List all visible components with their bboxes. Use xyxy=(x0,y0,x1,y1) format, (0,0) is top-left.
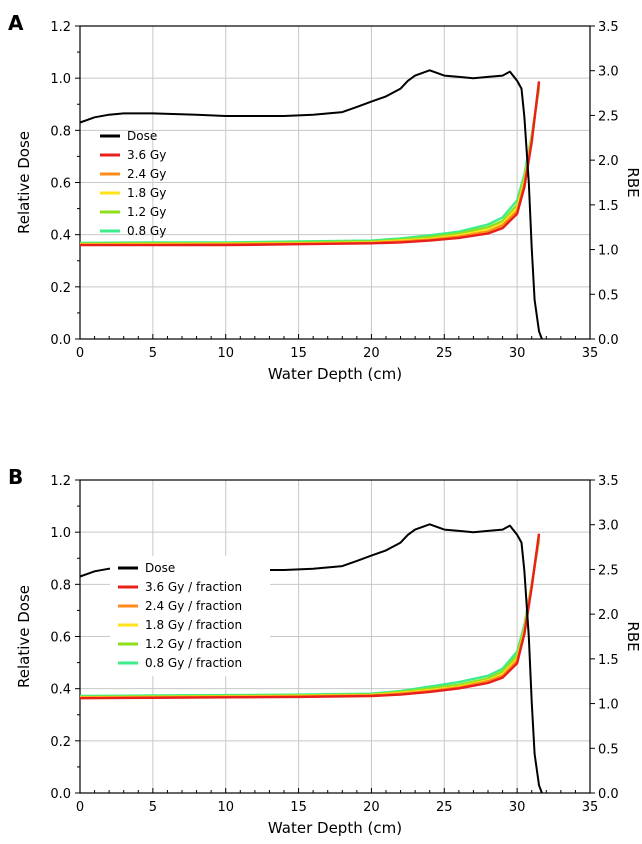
y2-axis-title: RBE xyxy=(624,621,642,651)
y-tick-label: 0.2 xyxy=(50,735,71,750)
y2-tick-label: 3.5 xyxy=(598,474,619,489)
legend-entry: 2.4 Gy / fraction xyxy=(145,599,242,613)
y2-tick-label: 3.0 xyxy=(598,519,619,534)
series-line-1-2-gy xyxy=(79,86,541,245)
series-line-dose xyxy=(79,69,543,340)
y2-tick-label: 1.0 xyxy=(598,244,619,259)
series-line-1-8-gy xyxy=(80,84,541,246)
legend-entry: 0.8 Gy xyxy=(127,224,166,238)
x-tick-label: 0 xyxy=(76,346,84,361)
y2-tick-label: 1.5 xyxy=(598,653,619,668)
y2-tick-label: 0.0 xyxy=(598,787,619,802)
y2-tick-label: 2.5 xyxy=(598,109,619,124)
y2-tick-label: 1.5 xyxy=(598,199,619,214)
y-tick-label: 0.8 xyxy=(50,578,71,593)
y-tick-label: 0.6 xyxy=(50,631,71,646)
series-line-0-8-gy xyxy=(79,88,541,245)
y-tick-label: 1.2 xyxy=(50,474,71,489)
x-axis-title: Water Depth (cm) xyxy=(268,365,402,383)
x-tick-label: 15 xyxy=(290,346,307,361)
y-tick-label: 0.4 xyxy=(50,683,71,698)
legend-entry: 1.8 Gy xyxy=(127,186,166,200)
x-axis-title: Water Depth (cm) xyxy=(268,819,402,837)
y2-tick-label: 2.0 xyxy=(598,608,619,623)
series-line-2-4-gy xyxy=(80,83,541,246)
x-tick-label: 25 xyxy=(436,346,453,361)
x-tick-label: 0 xyxy=(76,800,84,815)
y-tick-label: 0.8 xyxy=(50,124,71,139)
y2-tick-label: 2.0 xyxy=(598,154,619,169)
y-tick-label: 1.0 xyxy=(50,72,71,87)
series-line-3-6-gy-fraction xyxy=(79,533,541,700)
legend-entry: 0.8 Gy / fraction xyxy=(145,656,242,670)
y-axis-title: Relative Dose xyxy=(15,131,33,234)
x-tick-label: 5 xyxy=(149,800,157,815)
y2-tick-label: 2.5 xyxy=(598,563,619,578)
y-tick-label: 1.2 xyxy=(50,20,71,35)
y-tick-label: 0.0 xyxy=(50,333,71,348)
y2-axis-title: RBE xyxy=(624,167,642,197)
legend-background xyxy=(110,556,270,676)
x-tick-label: 20 xyxy=(363,800,380,815)
y2-tick-label: 1.0 xyxy=(598,698,619,713)
y-tick-label: 0.0 xyxy=(50,787,71,802)
series-line-3-6-gy xyxy=(80,81,541,247)
legend-entry: Dose xyxy=(145,561,175,575)
y-tick-label: 1.0 xyxy=(50,526,71,541)
x-tick-label: 35 xyxy=(582,346,599,361)
y2-tick-label: 3.5 xyxy=(598,20,619,35)
legend: Dose 3.6 Gy 2.4 Gy 1.8 Gy 1.2 Gy 0.8 Gy xyxy=(100,129,166,238)
legend-entry: 1.2 Gy / fraction xyxy=(145,637,242,651)
panel-b: B0 5 10 15 20 25 30 350.00.20.40.60.81.01.20.00… xyxy=(8,465,642,837)
legend: Dose 3.6 Gy / fraction 2.4 Gy / fraction 1.… xyxy=(110,556,270,676)
legend-entry: Dose xyxy=(127,129,157,143)
x-tick-label: 10 xyxy=(217,346,234,361)
legend-entry: 1.2 Gy xyxy=(127,205,166,219)
legend-entry: 2.4 Gy xyxy=(127,167,166,181)
x-tick-label: 35 xyxy=(582,800,599,815)
x-tick-label: 30 xyxy=(509,346,526,361)
panel-a: A0 5 10 15 20 25 30 350.00.20.40.60.81.01.20.00… xyxy=(8,11,642,383)
panel-letter: B xyxy=(8,465,23,489)
legend-entry: 1.8 Gy / fraction xyxy=(145,618,242,632)
y-axis-title: Relative Dose xyxy=(15,585,33,688)
y2-tick-label: 0.0 xyxy=(598,333,619,348)
x-tick-label: 15 xyxy=(290,800,307,815)
y-tick-label: 0.2 xyxy=(50,281,71,296)
x-tick-label: 30 xyxy=(509,800,526,815)
x-tick-label: 20 xyxy=(363,346,380,361)
x-tick-label: 5 xyxy=(149,346,157,361)
y-tick-label: 0.6 xyxy=(50,177,71,192)
y2-tick-label: 0.5 xyxy=(598,742,619,757)
legend-entry: 3.6 Gy / fraction xyxy=(145,580,242,594)
x-tick-label: 10 xyxy=(217,800,234,815)
panel-letter: A xyxy=(8,11,24,35)
y-tick-label: 0.4 xyxy=(50,229,71,244)
y2-tick-label: 3.0 xyxy=(598,65,619,80)
y2-tick-label: 0.5 xyxy=(598,288,619,303)
x-tick-label: 25 xyxy=(436,800,453,815)
legend-entry: 3.6 Gy xyxy=(127,148,166,162)
